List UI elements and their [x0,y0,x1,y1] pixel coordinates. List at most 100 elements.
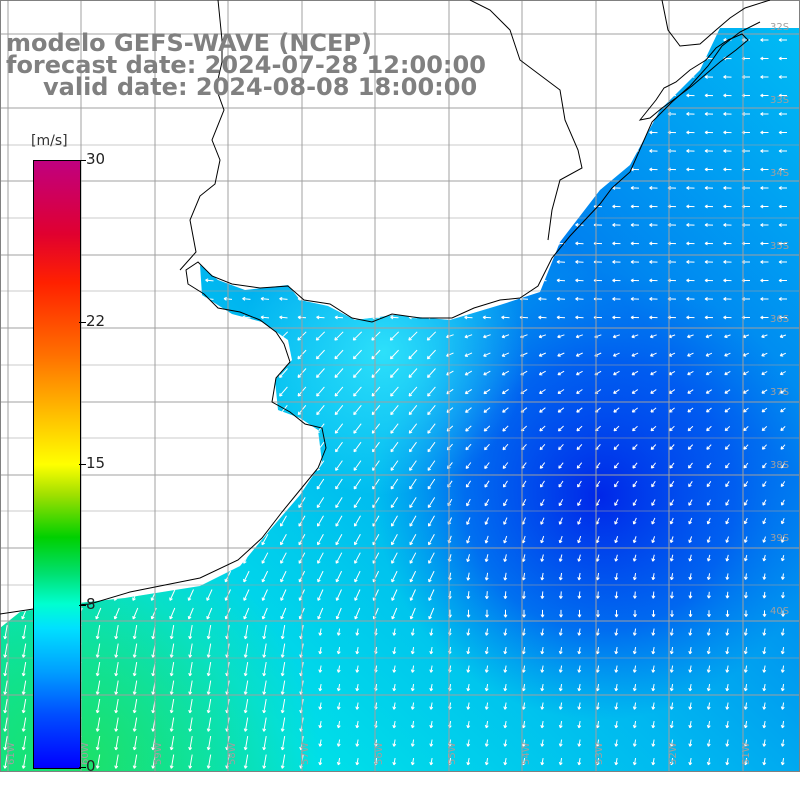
wind-arrow [353,278,362,283]
wind-arrow [593,56,603,61]
wind-arrow [95,736,101,751]
wind-arrow [112,315,122,320]
wind-arrow [260,185,270,190]
wind-arrow [169,515,176,527]
wind-arrow [334,386,344,397]
wind-arrow [705,389,712,394]
wind-arrow [522,609,526,618]
wind-arrow [538,148,547,153]
wind-arrow [186,368,196,378]
wind-arrow [243,699,249,714]
wind-arrow [706,665,711,673]
wind-arrow [780,462,786,469]
wind-arrow [519,204,529,209]
wind-arrow [519,93,529,98]
wind-arrow [686,130,695,135]
wind-arrow [113,533,121,546]
wind-arrow [630,296,640,301]
wind-arrow [465,462,472,469]
wind-arrow [503,480,508,488]
wind-arrow [704,93,714,98]
wind-arrow [688,554,693,562]
wind-arrow [410,628,415,636]
wind-arrow [20,460,29,471]
wind-arrow [168,441,177,453]
wind-arrow [1,167,11,172]
wind-arrow [670,610,674,618]
wind-arrow [187,515,195,527]
wind-arrow [114,736,119,751]
wind-arrow [575,37,584,42]
wind-arrow [355,665,360,673]
wind-arrow [242,185,251,190]
wind-arrow [428,552,435,564]
wind-arrow [20,204,29,209]
wind-arrow [20,497,29,509]
wind-arrow [704,260,714,264]
wind-arrow [427,423,436,434]
wind-arrow [503,609,508,618]
wind-arrow [149,130,159,135]
wind-arrow [687,425,694,432]
wind-arrow [780,721,785,729]
wind-arrow [483,388,491,395]
wind-arrow [466,758,471,766]
wind-arrow [149,111,159,116]
wind-arrow [112,296,122,301]
wind-arrow [131,167,140,172]
wind-arrow [502,462,509,469]
wind-arrow [336,628,341,636]
wind-arrow [686,37,695,42]
wind-arrow [204,331,215,341]
wind-arrow [501,93,510,98]
wind-arrow [778,315,787,320]
wind-arrow [539,443,546,451]
wind-arrow [466,535,471,544]
wind-arrow [186,111,196,116]
wind-arrow [316,167,325,172]
wind-arrow [649,185,658,190]
wind-arrow [149,349,159,360]
wind-arrow [575,222,584,227]
wind-arrow [630,56,640,61]
wind-arrow [242,386,251,397]
wind-arrow [279,111,288,116]
wind-arrow [429,702,434,710]
wind-arrow [575,204,584,209]
wind-arrow [94,423,103,434]
wind-arrow [243,680,249,695]
wind-arrow [484,647,489,655]
wind-arrow [187,589,194,601]
wind-arrow [279,497,288,509]
wind-arrow [335,441,343,453]
wind-arrow [390,111,399,116]
wind-arrow [466,572,471,581]
wind-arrow [743,647,748,655]
wind-arrow [427,460,436,471]
wind-arrow [279,167,288,172]
wind-arrow [780,536,785,543]
wind-arrow [187,552,195,564]
wind-arrow [169,754,175,769]
wind-arrow [725,684,730,692]
wind-arrow [392,758,397,766]
wind-arrow [186,148,196,153]
wind-arrow [391,552,398,564]
colorbar-tick-mark [79,160,86,161]
wind-arrow [725,721,730,729]
wind-arrow [723,186,732,190]
wind-arrow [279,441,288,453]
wind-arrow [519,241,529,246]
wind-arrow [706,536,711,543]
wind-arrow [279,460,288,471]
wind-arrow [502,407,509,413]
wind-arrow [316,404,325,416]
wind-arrow [650,425,657,432]
latitude-label: 34S [770,168,789,179]
wind-arrow [651,739,656,747]
wind-arrow [688,517,693,525]
wind-arrow [706,481,712,488]
wind-arrow [260,259,270,264]
latitude-label: 36S [770,314,789,325]
wind-arrow [540,554,545,562]
